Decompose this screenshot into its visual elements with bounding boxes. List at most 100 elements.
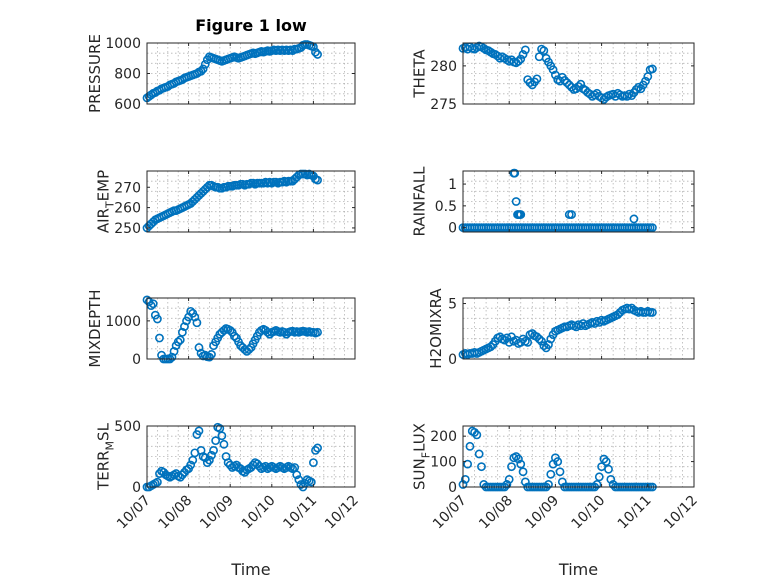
data-point	[523, 337, 533, 347]
data-point	[560, 75, 570, 85]
y-tick-label: 0	[448, 352, 457, 368]
data-point	[511, 197, 521, 206]
data-point	[229, 331, 239, 341]
y-tick-label: 600	[114, 97, 141, 113]
subplot-sun-flux: 10/07 10/08 10/09 10/10 10/11 10/12 0 100 200SUN…	[410, 423, 700, 579]
data-point	[648, 223, 657, 233]
data-point	[292, 470, 302, 480]
data-point	[604, 464, 613, 474]
data-point	[516, 54, 526, 64]
data-point	[186, 460, 196, 470]
x-axis-label: Time	[230, 560, 270, 579]
data-point	[539, 341, 549, 351]
x-tick-label: 10/11	[615, 493, 655, 533]
data-point	[180, 322, 189, 331]
x-tick-label: 10/08	[476, 493, 516, 533]
data-point	[194, 343, 204, 352]
data-point	[225, 460, 235, 470]
data-point	[532, 74, 542, 84]
figure-title: Figure 1 low	[195, 16, 307, 35]
y-tick-label: 0	[448, 480, 457, 496]
data-point	[470, 427, 479, 437]
data-point	[219, 439, 229, 449]
data-point	[225, 326, 235, 335]
data-point	[520, 477, 530, 487]
y-axis-label: RAINFALL	[410, 166, 428, 237]
data-point	[155, 333, 164, 343]
data-point	[500, 335, 509, 345]
y-axis-label: MIXDEPTH	[86, 289, 104, 367]
data-point	[209, 445, 218, 455]
data-point	[631, 85, 641, 94]
axes-frame	[462, 425, 695, 488]
data-point	[463, 459, 473, 469]
data-point	[472, 430, 482, 440]
data-point	[313, 175, 322, 185]
data-point	[311, 47, 320, 57]
axes-frame	[462, 297, 695, 360]
data-point	[516, 459, 526, 469]
x-tick-label: 10/10	[569, 493, 609, 533]
data-point	[190, 312, 200, 322]
data-point	[510, 168, 520, 178]
x-tick-label: 10/09	[522, 493, 562, 533]
y-tick-label: 250	[114, 221, 141, 237]
axes-frame	[146, 425, 356, 488]
data-point	[606, 474, 616, 484]
data-point	[146, 301, 156, 311]
data-point	[546, 334, 556, 344]
data-point	[641, 76, 650, 86]
y-tick-label: 0	[448, 221, 457, 237]
data-point	[539, 46, 549, 56]
data-point	[518, 467, 528, 477]
data-point	[613, 310, 623, 320]
data-point	[537, 336, 546, 346]
axes-frame	[462, 42, 695, 105]
data-point	[592, 480, 602, 489]
data-point	[465, 441, 475, 451]
y-tick-label: 1000	[105, 36, 141, 52]
data-point	[474, 449, 484, 459]
data-point	[477, 462, 486, 472]
x-tick-label: 10/09	[197, 493, 237, 533]
data-point	[601, 457, 611, 466]
data-point	[261, 461, 270, 471]
data-point	[629, 214, 639, 224]
data-point	[548, 65, 558, 75]
data-point	[211, 436, 221, 446]
y-axis-label: H2OMIXRA	[427, 288, 445, 369]
data-point	[486, 342, 496, 352]
data-point	[192, 318, 202, 328]
data-point	[546, 469, 556, 479]
y-tick-label: 275	[430, 97, 457, 113]
x-tick-label: 10/07	[430, 493, 470, 533]
data-point	[186, 306, 196, 316]
data-point	[534, 334, 544, 344]
y-tick-label: 800	[114, 67, 141, 83]
data-point	[525, 78, 535, 88]
data-point	[557, 477, 567, 487]
y-tick-label: 200	[430, 429, 457, 445]
axes-frame	[146, 297, 356, 360]
data-point	[562, 78, 572, 88]
data-point	[296, 480, 306, 489]
data-point	[648, 308, 657, 317]
data-point	[502, 333, 512, 343]
data-point	[516, 210, 526, 219]
data-point	[177, 327, 187, 337]
data-point	[518, 50, 528, 59]
data-point	[567, 210, 576, 219]
data-point	[152, 477, 162, 487]
y-tick-label: 5	[448, 297, 457, 313]
data-point	[148, 299, 158, 309]
data-point	[599, 454, 609, 464]
data-point	[200, 59, 210, 69]
data-point	[502, 480, 512, 489]
data-point	[244, 345, 254, 354]
data-point	[514, 454, 523, 464]
data-point	[590, 319, 600, 328]
data-point	[460, 474, 470, 484]
data-point	[571, 322, 581, 332]
